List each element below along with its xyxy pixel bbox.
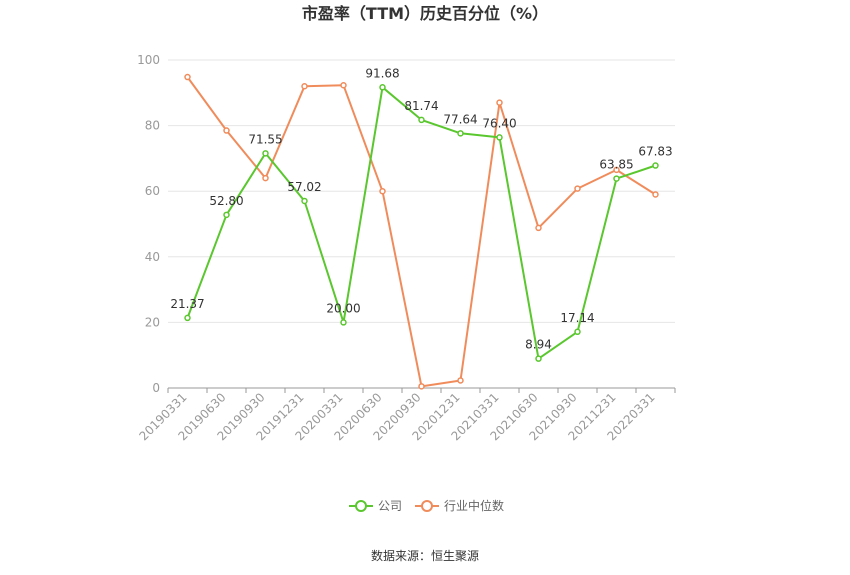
data-point[interactable] bbox=[496, 134, 503, 141]
x-axis: 2019033120190630201909302019123120200331… bbox=[137, 387, 676, 443]
data-point[interactable] bbox=[652, 191, 659, 198]
y-tick-label: 80 bbox=[145, 119, 160, 133]
data-point[interactable] bbox=[457, 130, 464, 137]
chart-title: 市盈率（TTM）历史百分位（%） bbox=[302, 4, 548, 23]
data-point[interactable] bbox=[301, 82, 308, 90]
legend-item-0[interactable]: 公司 bbox=[349, 499, 402, 513]
legend-marker bbox=[421, 500, 433, 512]
data-point[interactable] bbox=[613, 175, 620, 182]
data-point[interactable] bbox=[613, 166, 620, 174]
data-point[interactable] bbox=[184, 314, 191, 322]
data-label: 57.02 bbox=[287, 180, 321, 194]
series-group bbox=[184, 73, 659, 390]
data-label: 81.74 bbox=[404, 99, 438, 113]
data-source: 数据来源：恒生聚源 bbox=[371, 548, 479, 563]
data-point[interactable] bbox=[652, 162, 659, 169]
data-label: 21.37 bbox=[170, 297, 204, 311]
legend-item-1[interactable]: 行业中位数 bbox=[415, 498, 504, 513]
data-label: 8.94 bbox=[525, 338, 552, 352]
data-point[interactable] bbox=[418, 383, 425, 390]
data-point[interactable] bbox=[301, 197, 308, 205]
data-point[interactable] bbox=[574, 185, 581, 192]
legend[interactable]: 公司 行业中位数 bbox=[349, 498, 504, 513]
data-label: 71.55 bbox=[248, 132, 282, 146]
data-label: 20.00 bbox=[326, 301, 360, 315]
data-labels: 21.37 52.80 71.55 57.02 20.00 91.68 81.74 77.64… bbox=[170, 66, 672, 351]
data-label: 77.64 bbox=[443, 112, 477, 126]
data-point[interactable] bbox=[223, 127, 230, 134]
data-point[interactable] bbox=[418, 116, 425, 124]
data-label: 52.80 bbox=[209, 194, 243, 208]
series-line-1 bbox=[186, 76, 657, 388]
y-tick-label: 100 bbox=[137, 53, 160, 67]
legend-label: 行业中位数 bbox=[444, 498, 504, 513]
data-point[interactable] bbox=[223, 211, 230, 219]
data-point[interactable] bbox=[535, 224, 542, 232]
data-point[interactable] bbox=[262, 150, 269, 157]
y-tick-label: 0 bbox=[152, 381, 160, 395]
data-point[interactable] bbox=[262, 174, 269, 182]
grid-lines bbox=[168, 59, 675, 323]
data-label: 17.14 bbox=[560, 311, 594, 325]
data-label: 67.83 bbox=[638, 145, 672, 159]
y-tick-label: 20 bbox=[145, 315, 160, 329]
data-label: 91.68 bbox=[365, 66, 399, 80]
data-point[interactable] bbox=[379, 84, 386, 91]
data-point[interactable] bbox=[535, 355, 542, 362]
data-point[interactable] bbox=[496, 99, 503, 106]
y-axis: 0 20 40 60 80 100 bbox=[137, 53, 160, 395]
data-point[interactable] bbox=[457, 377, 464, 384]
data-point[interactable] bbox=[340, 319, 347, 326]
data-label: 76.40 bbox=[482, 116, 516, 130]
data-point[interactable] bbox=[340, 82, 347, 89]
data-point[interactable] bbox=[184, 73, 191, 81]
y-tick-label: 40 bbox=[145, 250, 160, 264]
data-point[interactable] bbox=[379, 187, 386, 195]
data-point[interactable] bbox=[574, 328, 581, 336]
data-label: 63.85 bbox=[599, 158, 633, 172]
legend-marker bbox=[355, 500, 367, 512]
legend-label: 公司 bbox=[378, 499, 402, 513]
y-tick-label: 60 bbox=[145, 184, 160, 198]
